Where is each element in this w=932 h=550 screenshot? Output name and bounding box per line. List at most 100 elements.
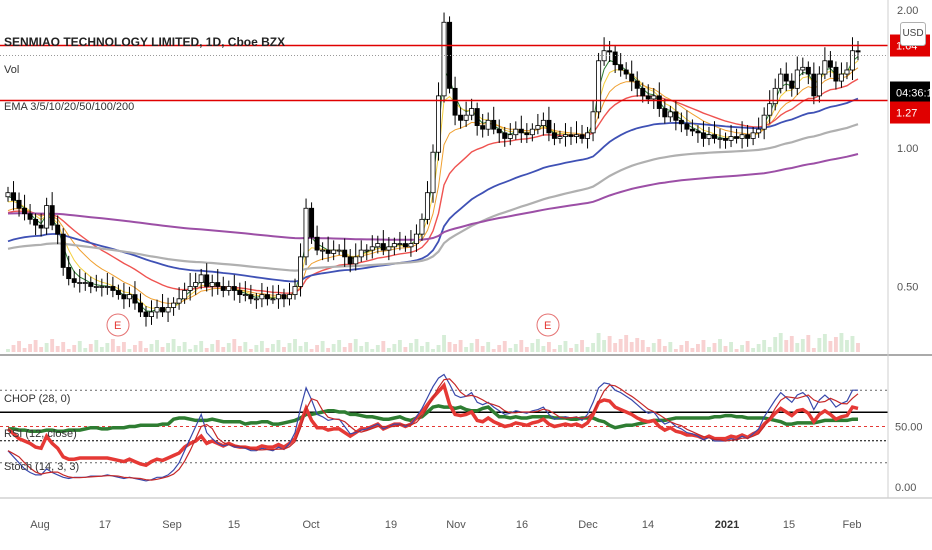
volume-bar: [17, 341, 21, 352]
volume-bar: [204, 348, 209, 352]
volume-bar: [436, 345, 441, 352]
candle-body: [5, 192, 11, 198]
candle-body: [154, 307, 160, 313]
candle-body: [838, 73, 844, 82]
candle-body: [816, 73, 822, 97]
volume-bar: [293, 339, 297, 352]
volume-bar: [44, 343, 49, 352]
candle-body: [805, 66, 811, 75]
volume-bar: [99, 347, 104, 352]
earnings-marker-label: E: [544, 320, 551, 332]
earnings-marker: [536, 313, 560, 337]
candle-body: [855, 50, 861, 53]
candle-body: [502, 132, 508, 139]
candle-body: [121, 294, 127, 300]
candle-body: [248, 294, 254, 300]
volume-bar: [828, 341, 833, 352]
volume-bar: [673, 349, 678, 352]
candle-body: [298, 256, 304, 287]
candle-body: [226, 286, 232, 291]
volume-bar: [83, 348, 88, 352]
candle-body: [441, 21, 447, 97]
candle-body: [590, 111, 596, 134]
ema-label: EMA 3/5/10/20/50/100/200: [4, 101, 134, 113]
volume-bar: [668, 342, 673, 352]
currency-button[interactable]: USD: [900, 22, 926, 46]
candle-body: [706, 134, 712, 139]
candle-body: [209, 282, 215, 287]
ema-10-line: [7, 67, 859, 304]
candle-body: [673, 111, 679, 121]
volume-bar: [635, 338, 640, 352]
volume-bar: [193, 345, 198, 352]
volume-bar: [144, 348, 148, 352]
volume-bar: [425, 342, 430, 352]
volume-bar: [315, 345, 320, 352]
candle-body: [789, 80, 795, 89]
candle-body: [16, 199, 22, 209]
volume-bar: [707, 347, 711, 352]
volume-bar: [718, 339, 722, 352]
candle-body: [601, 50, 607, 62]
candle-body: [82, 282, 88, 284]
earnings-marker-label: E: [114, 320, 121, 332]
candle-body: [562, 134, 568, 137]
volume-bar: [778, 333, 783, 352]
candle-body: [723, 138, 729, 141]
candle-body: [745, 134, 751, 139]
candle-body: [574, 134, 580, 137]
volume-bar: [458, 340, 463, 352]
ema-100-line: [7, 123, 859, 272]
volume-bar: [751, 348, 756, 352]
time-tick-label: 17: [99, 519, 111, 531]
volume-bar: [745, 341, 750, 352]
countdown-tag-bg: [890, 81, 930, 104]
candle-body: [463, 114, 469, 121]
candle-body: [369, 246, 375, 251]
volume-bar: [188, 349, 193, 352]
candle-body: [458, 114, 464, 121]
candle-body: [529, 128, 535, 136]
candle-body: [391, 243, 397, 248]
candle-body: [143, 311, 149, 317]
volume-bar: [326, 348, 331, 352]
candle-body: [524, 132, 530, 136]
candle-body: [447, 21, 453, 89]
price-tick-label: 2.00: [897, 5, 918, 17]
candle-body: [734, 136, 740, 139]
stoch-label: Stoch (14, 3, 3): [4, 461, 79, 473]
time-tick-label: 16: [516, 519, 528, 531]
volume-bar: [133, 345, 137, 352]
volume-bar: [839, 333, 844, 352]
volume-bar: [50, 339, 55, 352]
volume-bar: [155, 340, 159, 352]
candle-body: [331, 249, 337, 254]
candle-body: [93, 286, 99, 288]
volume-bar: [282, 347, 286, 352]
volume-bar: [756, 344, 761, 352]
volume-bar: [320, 341, 325, 352]
indicator-tick-label: 50.00: [895, 422, 923, 434]
candlesticks[interactable]: [5, 12, 861, 327]
volume-bar: [370, 349, 375, 352]
candle-body: [309, 207, 315, 238]
volume-bar: [6, 349, 10, 352]
volume-bar: [248, 349, 253, 352]
stoch-d-line: [7, 378, 859, 481]
candle-body: [204, 274, 210, 287]
candle-body: [149, 311, 155, 317]
time-tick-label: Sep: [162, 519, 182, 531]
candle-body: [325, 249, 331, 254]
volume-bar: [624, 335, 629, 352]
volume-bar: [585, 347, 590, 352]
candle-body: [557, 136, 563, 139]
candle-body: [844, 69, 850, 75]
volume-bar: [486, 342, 491, 352]
candle-body: [579, 134, 585, 139]
volume-bar: [353, 339, 358, 352]
countdown-tag: 04:36:19: [896, 88, 932, 100]
time-tick-label: Oct: [302, 519, 319, 531]
candle-body: [585, 132, 591, 139]
